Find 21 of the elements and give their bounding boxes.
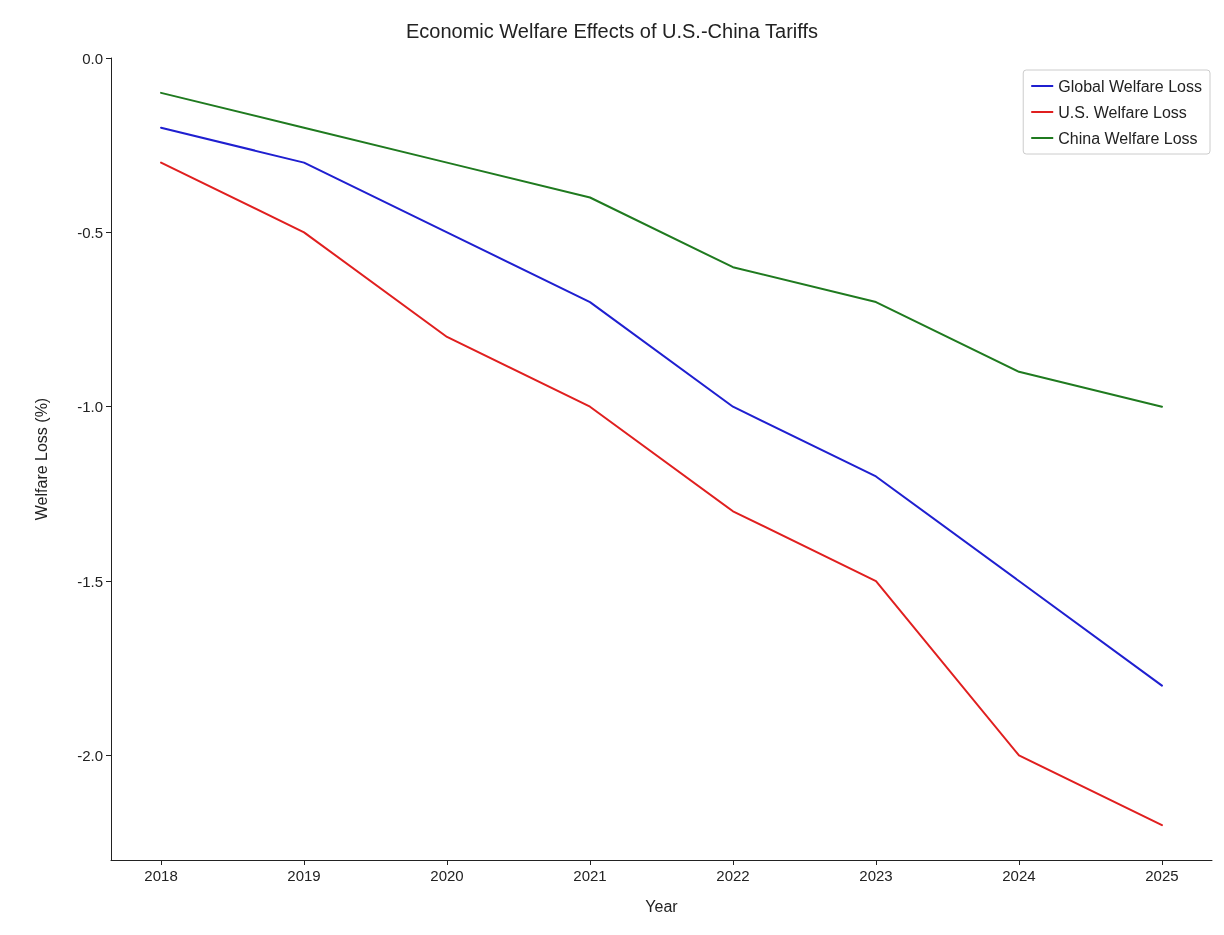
x-tick-label: 2020 (430, 867, 464, 884)
y-tick-label: -2.0 (77, 746, 103, 764)
y-tick-label: -1.0 (77, 398, 103, 416)
x-tick-label: 2022 (716, 867, 750, 884)
y-tick-label: -1.5 (77, 572, 103, 590)
y-axis-title: Welfare Loss (%) (32, 397, 50, 521)
legend-label: U.S. Welfare Loss (1058, 103, 1187, 121)
legend-label: Global Welfare Loss (1058, 77, 1203, 95)
x-tick-label: 2021 (573, 867, 607, 884)
y-tick-label: 0.0 (82, 49, 103, 67)
x-tick-label: 2025 (1145, 867, 1179, 884)
line-series (160, 161, 1163, 827)
legend-label: China Welfare Loss (1058, 129, 1198, 147)
x-tick-label: 2024 (1002, 867, 1036, 884)
x-tick-label: 2018 (144, 867, 178, 884)
x-axis-title: Year (645, 897, 679, 915)
x-tick-label: 2023 (859, 867, 893, 884)
y-tick-label: -0.5 (77, 223, 103, 241)
chart-title: Economic Welfare Effects of U.S.-China Tariffs (405, 20, 819, 42)
x-tick-label: 2019 (287, 867, 321, 884)
line-series (160, 126, 1163, 687)
